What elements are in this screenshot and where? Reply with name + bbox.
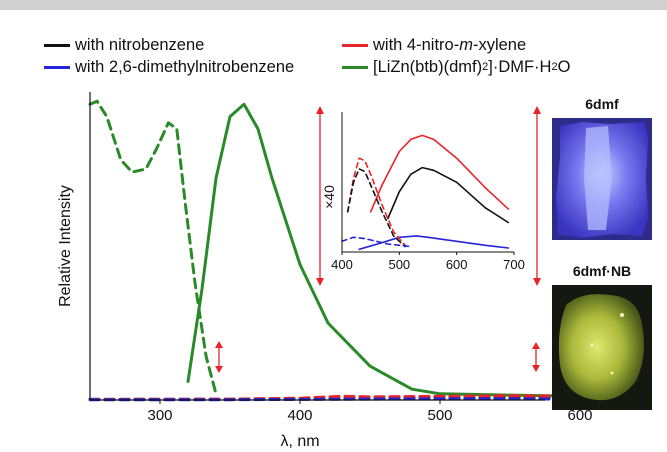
main-x-tick-label: 500 — [427, 407, 452, 424]
legend-item-nitrobenzene: with nitrobenzene — [44, 34, 204, 56]
photo-6dmf-nb — [552, 285, 652, 410]
legend-sub-2: 2 — [551, 61, 558, 73]
y-axis-label: Relative Intensity — [57, 185, 74, 307]
photo-6dmf — [552, 118, 652, 240]
legend-item-nitro-xylene: with 4-nitro-m -xylene — [342, 34, 526, 56]
inset-series-with-nitrobenzene-emission — [387, 166, 510, 224]
inset-x-tick-label: 700 — [503, 257, 525, 272]
inset-series-with-2-6-dimethylnitrobenzene-excitation — [341, 236, 412, 248]
x-axis-label: λ, nm — [280, 433, 319, 450]
main-series-lizn-btb-dmf-2-dmf-h2o-excitation — [88, 99, 218, 396]
legend-swatch-black — [44, 43, 70, 47]
photo-label-6dmf: 6dmf — [585, 96, 619, 112]
main-x-tick-label: 400 — [287, 407, 312, 424]
legend-label-post: -xylene — [472, 35, 527, 54]
inset-series-with-2-6-dimethylnitrobenzene-emission — [358, 235, 510, 251]
inset-x-tick-label: 400 — [331, 257, 353, 272]
legend-item-dimethylnitrobenzene: with 2,6-dimethylnitrobenzene — [44, 56, 294, 78]
legend-label-pre: [LiZn(btb)(dmf) — [373, 57, 483, 76]
inset-series-with-4-nitro-m-xylene-excitation — [346, 157, 406, 247]
inset-arrow-right — [533, 106, 541, 286]
inset-series-with-nitrobenzene-excitation — [346, 168, 406, 248]
inset-arrow-left — [316, 106, 324, 286]
legend-label-italic: m — [459, 35, 473, 54]
legend-label: with nitrobenzene — [75, 35, 205, 54]
main-x-tick-label: 300 — [147, 407, 172, 424]
legend-label: with 2,6-dimethylnitrobenzene — [75, 57, 295, 76]
legend-label-mid: ]·DMF·H — [488, 57, 552, 76]
inset-x-tick-label: 500 — [388, 257, 410, 272]
legend-label-post: O — [557, 57, 571, 76]
baseline-arrow-right — [532, 342, 540, 372]
legend-swatch-blue — [44, 65, 70, 69]
inset-y-label: ×40 — [321, 185, 337, 209]
photo-label-6dmf-nb: 6dmf·NB — [572, 263, 632, 279]
inset-series-with-4-nitro-m-xylene-emission — [369, 134, 510, 213]
main-x-tick-label: 600 — [567, 407, 592, 424]
inset-background — [342, 112, 514, 252]
legend-item-mof: [LiZn(btb)(dmf) 2]·DMF·H 2 O — [342, 56, 570, 78]
legend-swatch-red — [342, 43, 368, 47]
top-rule — [0, 0, 667, 10]
baseline-arrow-left — [215, 341, 223, 373]
legend-swatch-green — [342, 65, 368, 69]
inset-x-tick-label: 600 — [446, 257, 468, 272]
legend-label-pre: with 4-nitro- — [373, 35, 460, 54]
legend-sub-1: 2 — [482, 61, 489, 73]
